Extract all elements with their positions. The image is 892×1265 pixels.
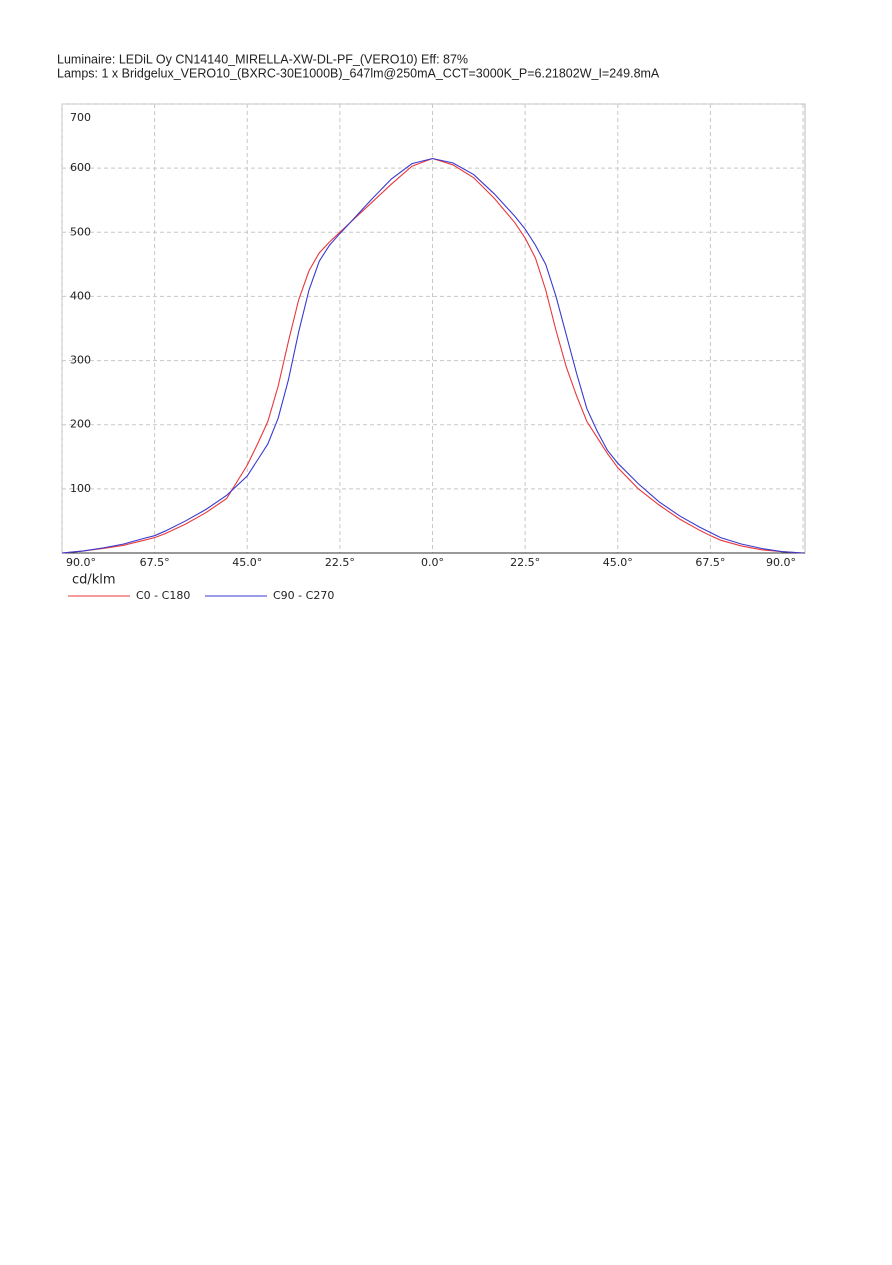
legend-label: C0 - C180 [136,589,190,602]
x-tick-label: 0.0° [421,556,444,569]
x-tick-label: 90.0° [66,556,96,569]
x-tick-label: 67.5° [140,556,170,569]
chart-subtitle: Lamps: 1 x Bridgelux_VERO10_(BXRC-30E100… [57,66,660,80]
x-tick-label: 45.0° [603,556,633,569]
x-tick-label: 22.5° [325,556,355,569]
y-tick-label: 500 [70,225,91,238]
y-tick-label: 700 [70,111,91,124]
legend-label: C90 - C270 [273,589,334,602]
y-tick-label: 400 [70,289,91,302]
series-line [61,157,804,554]
x-tick-label: 22.5° [510,556,540,569]
y-tick-label: 200 [70,418,91,431]
chart-title: Luminaire: LEDiL Oy CN14140_MIRELLA-XW-D… [57,52,468,66]
x-tick-label: 45.0° [232,556,262,569]
x-tick-label: 90.0° [766,556,796,569]
y-tick-label: 600 [70,161,91,174]
y-axis-label: cd/klm [72,573,116,588]
y-tick-label: 300 [70,354,91,367]
y-tick-label: 100 [70,482,91,495]
x-tick-label: 67.5° [695,556,725,569]
